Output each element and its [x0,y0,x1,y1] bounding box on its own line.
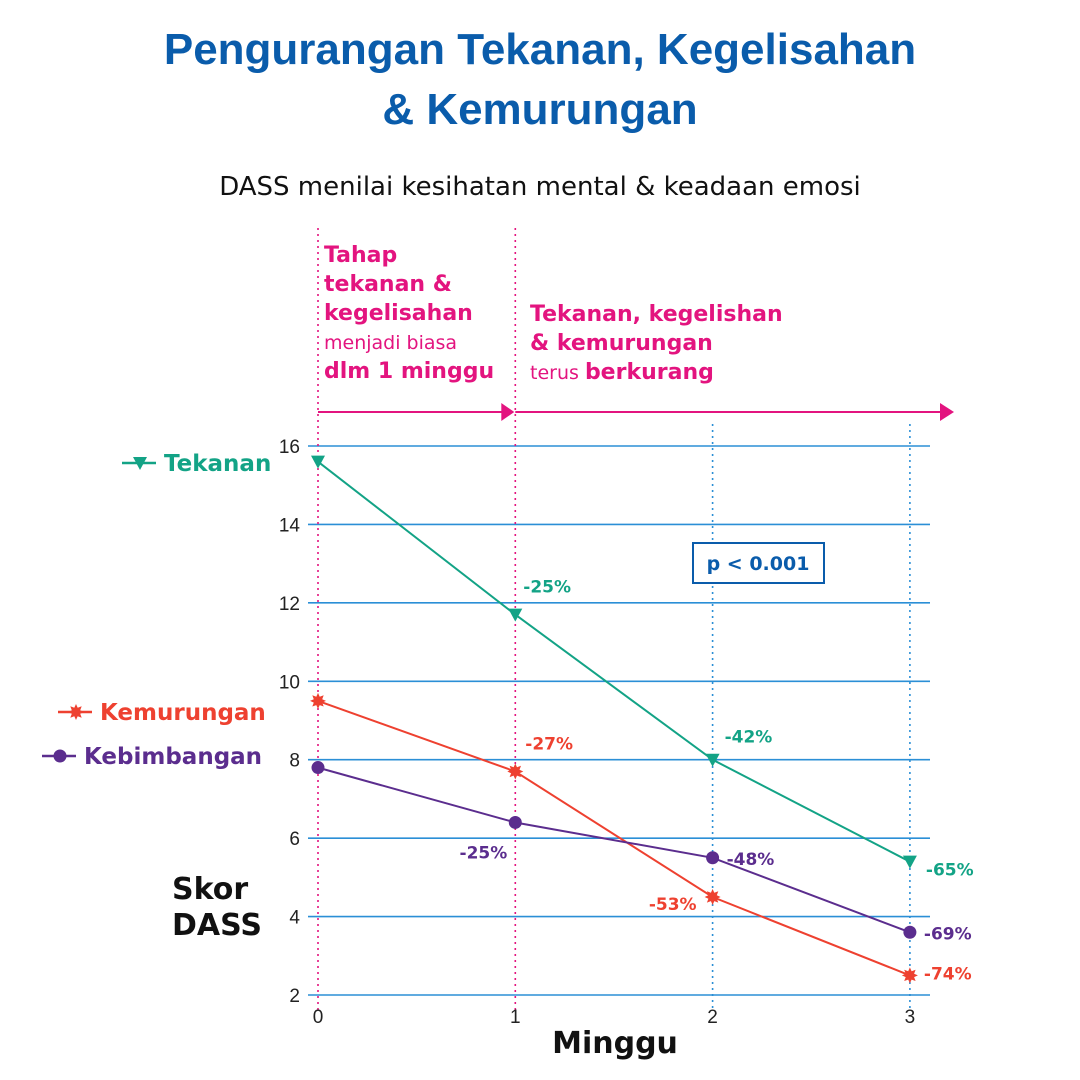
data-point-tekanan [508,608,523,622]
phase-text-part: tekanan & [324,272,452,297]
series-line-kemurungan [317,699,911,977]
legend-label-kebimbangan: Kebimbangan [84,744,262,770]
series-line-kebimbangan [317,766,911,934]
data-point-kebimbangan [706,851,720,865]
y-tick-label: 4 [289,908,300,929]
data-point-kebimbangan [903,925,917,939]
phase-arrow-2-head [940,403,954,421]
data-label-tekanan: -25% [523,578,571,598]
y-tick-label: 8 [289,751,300,772]
data-point-kebimbangan [508,815,522,829]
y-tick-label: 6 [289,829,300,850]
phase-text-part: menjadi biasa [324,332,457,354]
chart-title-line-1: Pengurangan Tekanan, Kegelisahan [164,25,916,74]
y-tick-label: 12 [279,594,300,615]
legend-marker-tekanan [133,457,147,470]
data-label-kemurungan: -27% [525,734,573,754]
phase-arrow-1-head [501,403,515,421]
phase-text-part: Tahap [324,243,397,268]
data-label-kebimbangan: -48% [727,850,775,870]
legend-label-kemurungan: Kemurungan [100,700,266,726]
phase-1-line: menjadi biasa [324,332,457,354]
phase-text-part: terus [530,362,585,384]
legend-marker-kebimbangan [53,749,67,763]
phase-text-part: dlm 1 minggu [324,359,494,384]
x-tick-label: 2 [707,1007,718,1028]
phase-text-part: berkurang [585,360,714,385]
phase-text-part: kegelisahan [324,301,473,326]
phase-text-part: Tekanan, kegelishan [530,302,783,327]
p-value-box [692,542,825,584]
legend-marker-kemurungan [68,704,84,720]
phase-2-line: terus berkurang [530,360,714,385]
y-tick-label: 10 [279,672,300,693]
data-point-kemurungan [310,692,326,709]
p-value-label: p < 0.001 [707,553,810,575]
y-tick-label: 2 [289,986,300,1007]
y-tick-label: 14 [279,515,301,536]
x-tick-label: 3 [905,1007,916,1028]
data-label-kebimbangan: -25% [460,843,508,863]
phase-1-line: tekanan & [324,272,452,297]
data-point-tekanan [311,455,325,469]
data-label-kemurungan: -53% [649,895,697,915]
data-point-kemurungan [704,889,721,905]
phase-text-part: & kemurungan [530,331,713,356]
data-label-kebimbangan: -69% [924,924,972,944]
phase-1-line: kegelisahan [324,301,473,326]
x-tick-label: 0 [313,1007,324,1028]
phase-1-line: dlm 1 minggu [324,359,494,384]
x-axis-title: Minggu [552,1026,678,1061]
data-point-tekanan [902,855,917,869]
data-label-tekanan: -42% [725,728,773,748]
phase-1-line: Tahap [324,243,397,268]
data-point-kemurungan [901,967,918,984]
phase-2-line: & kemurungan [530,331,713,356]
series-line-tekanan [317,460,911,863]
data-label-tekanan: -65% [926,861,974,881]
x-tick-label: 1 [510,1007,521,1028]
y-tick-label: 16 [279,437,300,458]
data-point-kebimbangan [311,761,325,775]
y-axis-title-line-2: DASS [172,908,262,943]
chart-title-line-2: & Kemurungan [382,85,697,134]
y-axis-title-line-1: Skor [172,872,248,907]
data-label-kemurungan: -74% [924,964,972,984]
data-point-tekanan [705,753,720,767]
phase-2-line: Tekanan, kegelishan [530,302,783,327]
chart-subtitle: DASS menilai kesihatan mental & keadaan … [219,172,861,202]
data-point-kemurungan [507,763,524,780]
legend-label-tekanan: Tekanan [164,451,271,477]
